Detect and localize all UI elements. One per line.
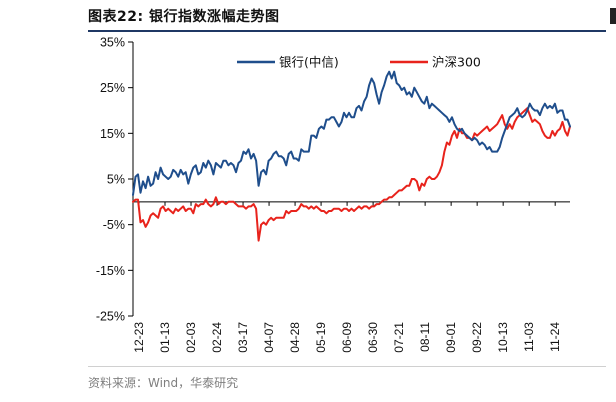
series-line-csi300 [132, 107, 571, 242]
x-tick-label: 12-23 [132, 322, 146, 353]
x-tick-label: 09-22 [470, 322, 484, 353]
line-chart: -25% -15% -5% 5% 15% 25% 35% 12-23 01-13 02-03 02… [96, 36, 571, 353]
x-tick-label: 02-24 [210, 322, 224, 353]
figure-source: 资料来源：Wind，华泰研究 [88, 376, 239, 390]
y-tick-label: 35% [100, 36, 125, 50]
y-tick-label: -25% [96, 310, 125, 324]
series-line-bank [132, 70, 571, 196]
y-tick-label: 25% [100, 81, 125, 95]
y-tick-label: -15% [96, 264, 125, 278]
chart-legend: 银行(中信) 沪深300 [237, 55, 481, 70]
x-tick-label: 10-13 [496, 322, 510, 353]
figure-title: 图表22: 银行指数涨幅走势图 [88, 9, 280, 25]
y-axis: -25% -15% -5% 5% 15% 25% 35% [96, 36, 134, 324]
y-tick-label: 5% [107, 173, 125, 187]
x-tick-label: 08-11 [418, 322, 432, 352]
x-tick-label: 11-03 [522, 322, 536, 352]
x-tick-label: 04-07 [262, 322, 276, 353]
adjacent-page-edge-mark [610, 8, 616, 24]
plot-series [132, 70, 571, 242]
title-divider [88, 30, 606, 32]
x-tick-label: 02-03 [184, 322, 198, 353]
x-axis: 12-23 01-13 02-03 02-24 03-17 04-07 04-28 05-19… [132, 201, 570, 353]
x-tick-label: 11-24 [548, 322, 562, 352]
legend-label-bank: 银行(中信) [279, 55, 339, 70]
x-tick-label: 06-30 [366, 322, 380, 353]
legend-label-csi300: 沪深300 [432, 55, 481, 70]
source-divider [88, 366, 606, 367]
x-tick-label: 04-28 [288, 322, 302, 353]
x-tick-label: 09-01 [444, 322, 458, 353]
x-tick-label: 03-17 [236, 322, 250, 353]
x-tick-label: 07-21 [392, 322, 406, 353]
y-tick-label: 15% [100, 127, 125, 141]
x-tick-label: 01-13 [158, 322, 172, 353]
x-tick-label: 05-19 [314, 322, 328, 353]
y-tick-label: -5% [103, 218, 125, 232]
x-tick-label: 06-09 [340, 322, 354, 353]
